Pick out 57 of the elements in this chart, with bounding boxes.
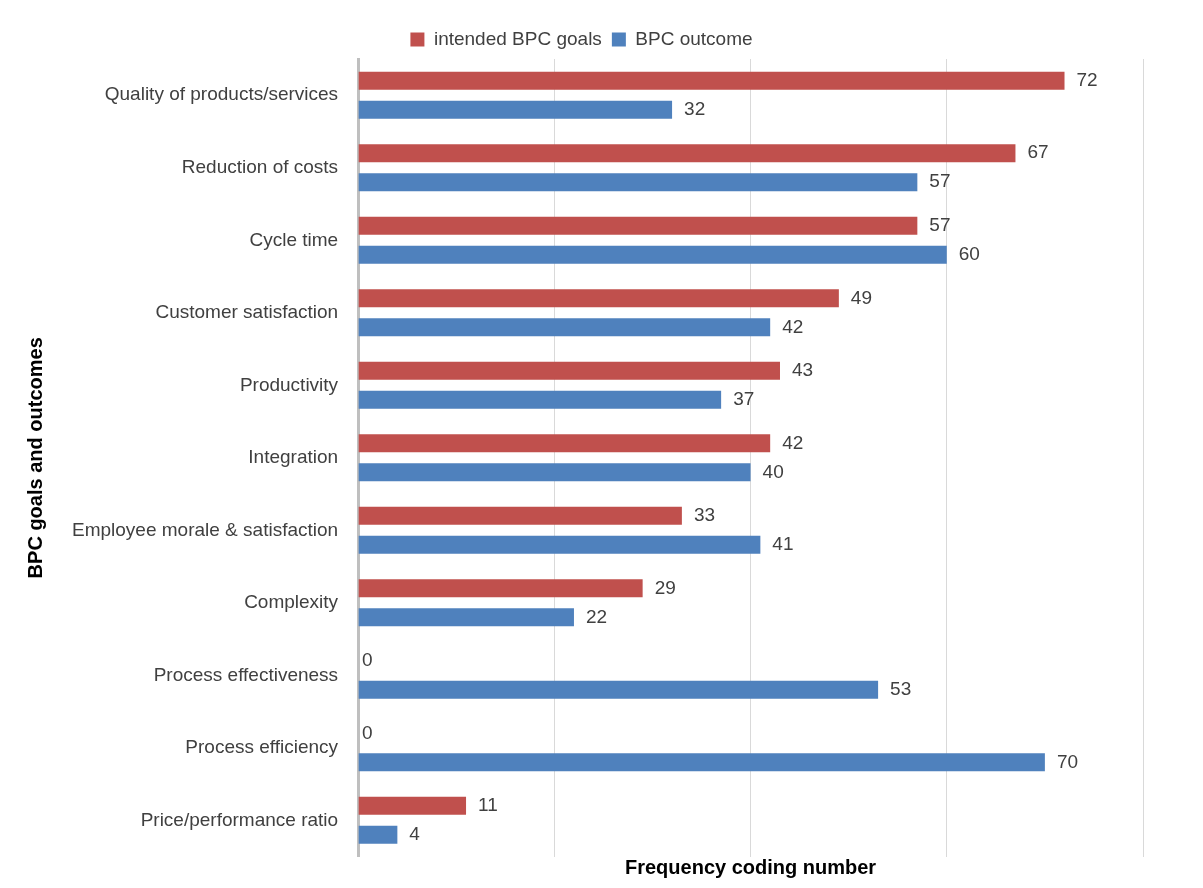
- y-tick-label: Productivity: [239, 373, 339, 395]
- legend-label: BPC outcome: [635, 27, 753, 49]
- bar: [358, 463, 751, 482]
- data-label: 57: [929, 214, 951, 236]
- bar: [358, 753, 1045, 772]
- data-label: 53: [890, 678, 912, 700]
- data-label: 37: [733, 388, 755, 410]
- y-tick-label: Reduction of costs: [181, 156, 339, 177]
- bar: [358, 71, 1065, 90]
- data-label: 57: [929, 170, 951, 192]
- y-tick-label: Complexity: [244, 591, 339, 613]
- bar: [358, 390, 722, 409]
- bar: [358, 506, 682, 525]
- bar: [358, 434, 771, 453]
- bar: [358, 579, 643, 598]
- data-label: 0: [362, 649, 373, 671]
- y-tick-label: Integration: [248, 446, 339, 468]
- data-label: 42: [782, 315, 804, 337]
- data-label: 0: [362, 721, 373, 743]
- legend-label: intended BPC goals: [433, 27, 602, 49]
- y-tick-label: Quality of products/services: [104, 83, 339, 105]
- data-label: 70: [1056, 750, 1079, 772]
- data-label: 43: [791, 359, 814, 381]
- data-label: 41: [772, 533, 794, 555]
- bar: [358, 680, 879, 699]
- data-label: 4: [409, 823, 421, 845]
- bar: [358, 173, 918, 192]
- bar: [358, 796, 467, 815]
- data-label: 40: [762, 460, 784, 482]
- bar: [358, 144, 1016, 163]
- y-tick-label: Price/performance ratio: [140, 808, 339, 830]
- y-tick-label: Employee morale & satisfaction: [72, 518, 339, 540]
- data-label: 42: [782, 431, 804, 453]
- y-tick-label: Cycle time: [249, 228, 339, 250]
- data-label: 67: [1027, 141, 1049, 163]
- data-label: 72: [1076, 68, 1098, 90]
- bar: [358, 608, 574, 627]
- bar: [358, 825, 398, 844]
- data-label: 60: [958, 243, 980, 265]
- data-label: 22: [585, 605, 608, 627]
- bar: [358, 289, 839, 308]
- bar: [358, 216, 918, 235]
- x-axis-title: Frequency coding number: [624, 856, 877, 879]
- data-label: 29: [654, 576, 676, 598]
- bar: [358, 318, 771, 337]
- y-tick-label: Process effectiveness: [153, 663, 339, 685]
- bar: [358, 535, 761, 554]
- bar: [358, 361, 780, 380]
- data-label: 11: [478, 794, 498, 816]
- data-label: 32: [684, 97, 706, 119]
- y-tick-label: Process efficiency: [185, 736, 339, 758]
- data-label: 33: [693, 504, 716, 526]
- data-label: 49: [850, 286, 872, 308]
- y-axis-title: BPC goals and outcomes: [23, 337, 46, 579]
- bar: [358, 245, 947, 264]
- y-tick-label: Customer satisfaction: [155, 301, 339, 323]
- bar: [358, 100, 673, 119]
